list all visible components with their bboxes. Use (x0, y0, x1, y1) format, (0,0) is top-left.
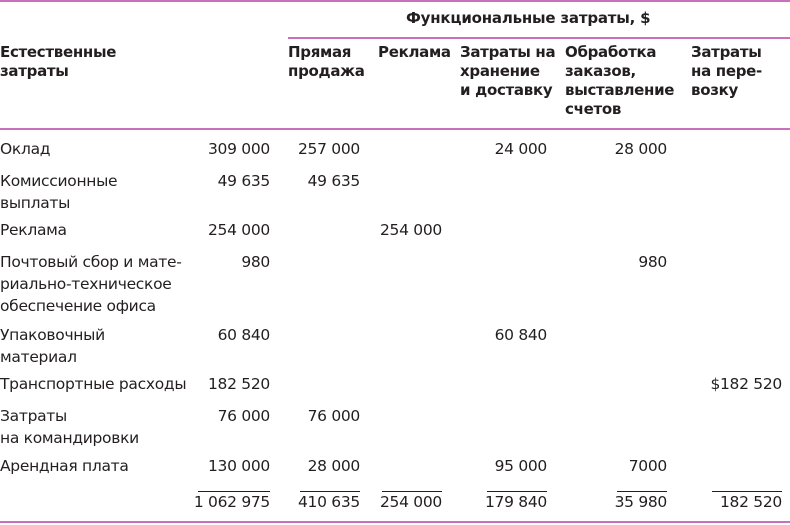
cell-advertising: 254 000 (380, 221, 442, 239)
cell-total: 60 840 (217, 326, 271, 344)
cell-total: 49 635 (217, 172, 271, 190)
total-storage-delivery: 179 840 (485, 493, 547, 511)
cell-order-processing: 28 000 (614, 140, 668, 158)
top-rule (0, 0, 790, 2)
column-header-order-processing: Обработка заказов, выставление счетов (565, 43, 675, 118)
total-line-transportation (712, 491, 782, 492)
total-advertising: 254 000 (380, 493, 442, 511)
cell-total: 980 (241, 253, 270, 271)
total-order-processing: 35 980 (614, 493, 668, 511)
row-label-packaging: Упаковочный материал (0, 326, 105, 366)
cell-storage-delivery: 95 000 (494, 457, 548, 475)
row-label-travel: Затраты на командировки (0, 407, 139, 447)
row-label-salary: Оклад (0, 140, 51, 158)
column-header-advertising: Реклама (378, 43, 451, 61)
cell-direct-sales: 257 000 (298, 140, 360, 158)
cell-storage-delivery: 24 000 (494, 140, 548, 158)
total-line-order-processing (617, 491, 667, 492)
cell-direct-sales: 28 000 (307, 457, 361, 475)
total-line-direct-sales (300, 491, 360, 492)
total-line-advertising (382, 491, 442, 492)
header-body-rule (0, 128, 790, 130)
cell-total: 309 000 (208, 140, 270, 158)
cell-storage-delivery: 60 840 (494, 326, 548, 344)
cell-total: 130 000 (208, 457, 270, 475)
cell-order-processing: 980 (638, 253, 667, 271)
row-label-rent: Арендная плата (0, 457, 129, 475)
cell-total: 76 000 (217, 407, 271, 425)
cell-order-processing: 7000 (628, 457, 668, 475)
row-label-commissions: Комиссионные выплаты (0, 172, 118, 212)
cell-total: 254 000 (208, 221, 270, 239)
row-label-transport: Транспортные расходы (0, 375, 187, 393)
column-header-natural-costs: Естественные затраты (0, 43, 117, 80)
row-label-advertising: Реклама (0, 221, 67, 239)
column-header-transportation: Затраты на пере- возку (691, 43, 762, 99)
row-label-postage-supplies: Почтовый сбор и мате- риально-техническо… (0, 253, 182, 315)
cell-transportation: $182 520 (710, 375, 782, 393)
column-header-storage-delivery: Затраты на хранение и доставку (460, 43, 556, 99)
column-header-direct-sales: Прямая продажа (288, 43, 365, 80)
group-header-rule (288, 37, 790, 39)
bottom-rule (0, 521, 790, 523)
total-natural: 1 062 975 (193, 493, 270, 511)
cell-direct-sales: 49 635 (307, 172, 361, 190)
cell-total: 182 520 (208, 375, 270, 393)
functional-costs-group-header: Функциональные затраты, $ (406, 9, 651, 27)
total-direct-sales: 410 635 (298, 493, 360, 511)
total-line-natural (198, 491, 270, 492)
total-transportation: 182 520 (720, 493, 782, 511)
cell-direct-sales: 76 000 (307, 407, 361, 425)
total-line-storage-delivery (487, 491, 547, 492)
